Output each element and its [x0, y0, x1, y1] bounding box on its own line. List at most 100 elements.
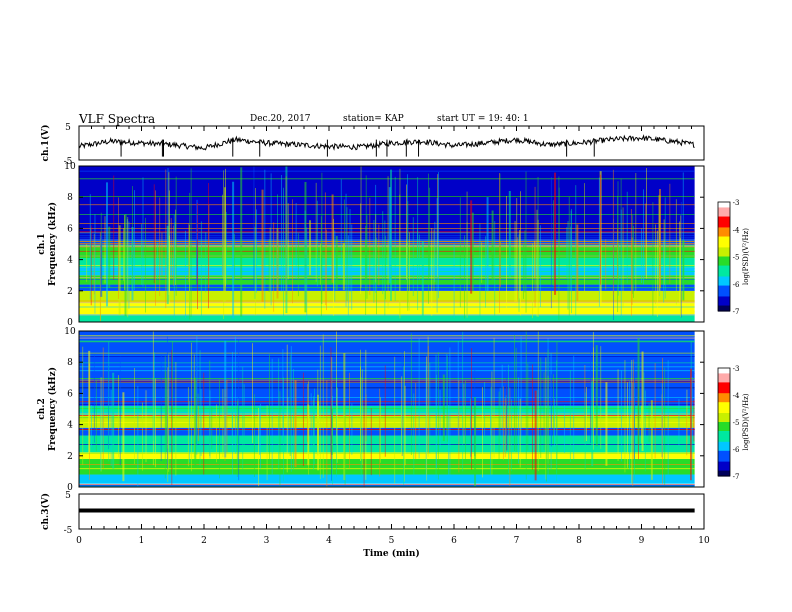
ch2-colorbar-cell: [718, 458, 730, 461]
ch2-colorbar-cell: [718, 369, 730, 373]
x-tick-label: 0: [76, 536, 82, 546]
x-axis-label: Time (min): [363, 548, 420, 559]
ch1-colorbar-cell: [718, 291, 730, 294]
ch1-colorbar-cell: [718, 231, 730, 234]
station-label: station= KAP: [343, 114, 404, 124]
ch1-colorbar-cell: [718, 307, 730, 310]
ch1-colorbar-cell: [718, 278, 730, 281]
ch2-spectrogram-ytick: 0: [67, 483, 73, 493]
ch1-colorbar-cell: [718, 301, 730, 305]
ch2-colorbar-cell: [718, 371, 730, 374]
ch2-colorbar-cell: [718, 384, 730, 387]
ch2-colorbar-cell: [718, 409, 730, 412]
ch1-colorbar-cell: [718, 212, 730, 216]
date-label: Dec.20, 2017: [250, 114, 311, 124]
ch2-colorbar-cell: [718, 411, 730, 414]
ch1-colorbar-cell: [718, 214, 730, 218]
ch2-colorbar-cell: [718, 441, 730, 445]
ch2-colorbar-cell: [718, 398, 730, 401]
ch3-waveform-ytick: -5: [64, 526, 73, 536]
ch1-colorbar-cell: [718, 292, 730, 296]
ch2-spectrogram-band: [79, 405, 695, 416]
ch1-colorbar-cell: [718, 234, 730, 238]
ch1-colorbar-cell: [718, 202, 730, 205]
ch2-colorbar-cell: [718, 387, 730, 391]
x-tick-label: 9: [639, 536, 645, 546]
ch2-colorbar-cell: [718, 416, 730, 419]
ch1-colorbar-cell: [718, 251, 730, 254]
ch1-colorbar-cell: [718, 238, 730, 241]
ch2-colorbar-cell: [718, 377, 730, 380]
ch2-spectrogram-heatmap: [79, 331, 695, 487]
ch2-colorbar-label: log(PSD)(V²/Hz): [742, 393, 750, 450]
ch1-colorbar-cell: [718, 216, 730, 219]
ch1-colorbar-tick: -3: [733, 199, 740, 207]
x-tick-label: 2: [201, 536, 207, 546]
ch2-colorbar-cell: [718, 423, 730, 427]
ch1-colorbar-tick: -6: [733, 281, 740, 289]
ch1-colorbar-cell: [718, 272, 730, 276]
ch1-colorbar-label: log(PSD)(V²/Hz): [742, 228, 750, 285]
ch2-colorbar-cell: [718, 450, 730, 454]
ch1-spectrogram-heatmap: [78, 166, 695, 322]
ch1-colorbar-cell: [718, 256, 730, 259]
ch1-spectrogram-ylabel-channel: ch.1: [37, 233, 47, 254]
ch2-colorbar-cell: [718, 436, 730, 439]
ch2-colorbar-cell: [718, 422, 730, 425]
ch2-colorbar-tick: -4: [733, 392, 740, 400]
ch2-colorbar-cell: [718, 443, 730, 446]
ch2-colorbar-tick: -5: [733, 419, 740, 427]
ch1-colorbar-cell: [718, 218, 730, 221]
ch1-waveform-ylabel: ch.1(V): [40, 125, 51, 162]
ch1-waveform-ytick: 5: [65, 123, 71, 133]
ch2-colorbar-cell: [718, 407, 730, 410]
ch1-colorbar-cell: [718, 232, 730, 236]
ch1-colorbar-cell: [718, 229, 730, 232]
ch1-colorbar-cell: [718, 223, 730, 227]
ch2-spectrogram-band: [79, 458, 695, 475]
ch2-colorbar-cell: [718, 445, 730, 448]
ch3-waveform-ytick: 5: [65, 491, 71, 501]
ch2-spectrogram-ytick: 10: [64, 327, 76, 337]
ch1-colorbar-cell: [718, 276, 730, 279]
ch2-colorbar-cell: [718, 459, 730, 463]
ch2-spectrogram-ylabel-channel: ch.2: [37, 398, 47, 419]
ch1-spectrogram-ytick: 2: [67, 287, 73, 297]
ch1-colorbar-cell: [718, 298, 730, 301]
ch2-colorbar-cell: [718, 449, 730, 452]
ch3-waveform-ylabel: ch.3(V): [40, 493, 51, 530]
ch2-colorbar-cell: [718, 382, 730, 385]
ch1-colorbar-cell: [718, 221, 730, 225]
ch2-spectrogram-band: [79, 474, 695, 487]
ch1-colorbar-cell: [718, 289, 730, 292]
ch1-colorbar-cell: [718, 241, 730, 245]
ch2-colorbar-cell: [718, 404, 730, 407]
x-tick-label: 6: [451, 536, 457, 546]
ch2-colorbar-cell: [718, 461, 730, 464]
ch2-colorbar-cell: [718, 474, 730, 477]
ch1-colorbar-cell: [718, 274, 730, 278]
ch1-colorbar-cell: [718, 203, 730, 207]
ch2-colorbar-cell: [718, 395, 730, 398]
ch1-colorbar-frame: [717, 201, 731, 312]
ch1-colorbar-cell: [718, 249, 730, 252]
ch2-colorbar-cell: [718, 368, 730, 371]
ch2-colorbar-cell: [718, 375, 730, 378]
ch2-colorbar-cell: [718, 380, 730, 383]
ch2-colorbar-cell: [718, 472, 730, 475]
ch2-colorbar-cell: [718, 440, 730, 443]
ch1-colorbar-cell: [718, 261, 730, 265]
ch1-spectrogram-ytick: 4: [67, 256, 73, 266]
ch1-spectrogram-frame: [78, 165, 705, 323]
ch2-colorbar-cell: [718, 432, 730, 436]
ch1-colorbar-tick: -4: [733, 226, 740, 234]
ch1-spectrogram-ytick: 8: [67, 193, 73, 203]
ch1-spectrogram-ylabel: Frequency (kHz): [47, 202, 58, 286]
ch1-colorbar-cell: [718, 227, 730, 230]
ch2-colorbar-cell: [718, 465, 730, 468]
ch2-colorbar-cell: [718, 396, 730, 400]
ch1-colorbar-cell: [718, 265, 730, 268]
ch1-colorbar-cell: [718, 269, 730, 272]
ch1-colorbar-cell: [718, 247, 730, 250]
